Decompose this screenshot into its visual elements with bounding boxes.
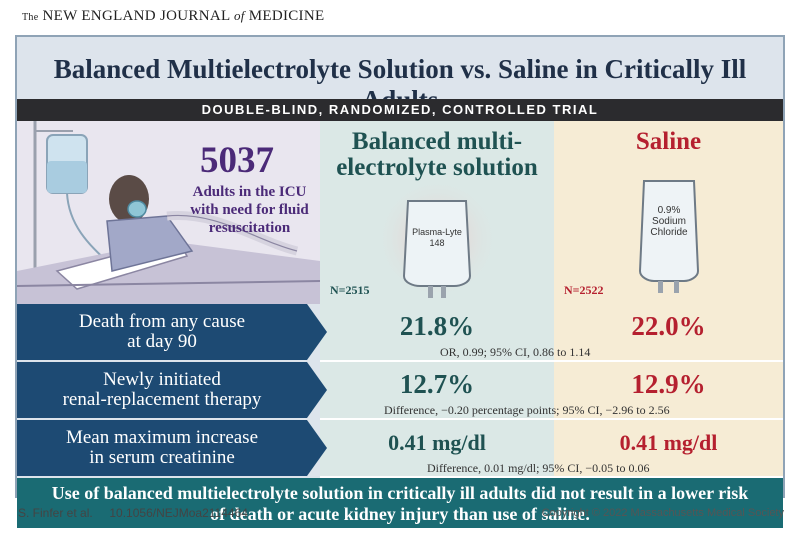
balanced-value: 21.8% [399, 311, 475, 341]
saline-value: 12.9% [631, 369, 706, 399]
saline-cell [554, 304, 783, 360]
conclusion-banner: Use of balanced multielectrolyte solutio… [17, 478, 783, 528]
balanced-bag-line2: 148 [429, 238, 445, 248]
balanced-cell [320, 420, 554, 476]
saline-bag-line1: 0.9% [657, 205, 681, 216]
row-divider [320, 418, 783, 420]
patient-illustration [17, 121, 320, 304]
outcome-row: Death from any cause at day 90 21.8% 22.… [17, 304, 783, 362]
saline-group-title: Saline [635, 128, 702, 155]
balanced-title-line2: electrolyte solution [336, 154, 538, 181]
saline-cell [554, 362, 783, 418]
journal-name-part1: NEW ENGLAND JOURNAL [42, 8, 230, 24]
balanced-group-title: Balanced multi- electrolyte solution [320, 129, 554, 181]
title-bar: Balanced Multielectrolyte Solution vs. S… [17, 37, 783, 115]
balanced-cell [320, 362, 554, 418]
journal-of: of [233, 8, 245, 23]
outcome-row: Mean maximum increase in serum creatinin… [17, 420, 783, 478]
outcome-label-text: Newly initiated renal-replacement therap… [17, 370, 307, 410]
copyright: Copyright © 2022 Massachusetts Medical S… [541, 507, 784, 519]
saline-bag-line3: Chloride [650, 227, 688, 238]
saline-cell [554, 420, 783, 476]
journal-the: The [22, 12, 39, 23]
population-description: Adults in the ICU with need for fluid re… [190, 184, 309, 236]
journal-name-part2: MEDICINE [248, 8, 325, 24]
patient-illustration-panel: 5037 Adults in the ICU with need for flu… [17, 121, 320, 304]
outcome-label-line1: Death from any cause [78, 311, 246, 332]
balanced-bag-line1: Plasma-Lyte [412, 227, 462, 237]
conclusion-text: Use of balanced multielectrolyte solutio… [51, 483, 749, 524]
outcome-label-text: Mean maximum increase in serum creatinin… [17, 428, 307, 468]
effect-estimate: OR, 0.99; 95% CI, 0.86 to 1.14 [440, 345, 591, 359]
outcome-label-line2: renal-replacement therapy [62, 389, 262, 410]
saline-group-panel: Saline 0.9% Sodium Chloride N=2522 [554, 121, 783, 304]
row-divider [320, 476, 783, 478]
saline-value: 0.41 mg/dl [619, 430, 718, 455]
balanced-iv-bag-icon [375, 177, 499, 301]
saline-value: 22.0% [631, 311, 706, 341]
journal-masthead: The NEW ENGLAND JOURNAL of MEDICINE [22, 8, 324, 25]
balanced-title-line1: Balanced multi- [351, 128, 523, 155]
outcome-label-text: Death from any cause at day 90 [17, 312, 307, 352]
row-divider [320, 360, 783, 362]
outcome-label: Newly initiated renal-replacement therap… [17, 362, 327, 418]
trial-type: DOUBLE-BLIND, RANDOMIZED, CONTROLLED TRI… [201, 102, 599, 117]
balanced-value: 0.41 mg/dl [388, 430, 486, 455]
effect-estimate: Difference, 0.01 mg/dl; 95% CI, −0.05 to… [427, 461, 650, 475]
balanced-n: N=2515 [330, 283, 370, 297]
balanced-cell [320, 304, 554, 360]
enrollment-count: 5037 [200, 140, 274, 181]
trial-type-bar: DOUBLE-BLIND, RANDOMIZED, CONTROLLED TRI… [17, 99, 783, 121]
saline-n: N=2522 [564, 283, 604, 297]
effect-estimate: Difference, −0.20 percentage points; 95%… [384, 403, 670, 417]
citation: S. Finfer et al. 10.1056/NEJMoa2114464 [18, 506, 248, 520]
saline-bag-label: 0.9% Sodium Chloride [639, 205, 699, 238]
saline-bag-line2: Sodium [652, 216, 686, 227]
outcome-row: Newly initiated renal-replacement therap… [17, 362, 783, 420]
doi-link[interactable]: 10.1056/NEJMoa2114464 [109, 506, 248, 520]
outcome-label: Death from any cause at day 90 [17, 304, 327, 360]
outcome-label-line1: Newly initiated [103, 369, 221, 390]
outcome-label: Mean maximum increase in serum creatinin… [17, 420, 327, 476]
balanced-bag-label: Plasma-Lyte 148 [407, 227, 467, 249]
saline-iv-bag-icon [638, 180, 700, 293]
visual-abstract: Balanced Multielectrolyte Solution vs. S… [15, 35, 785, 528]
outcome-label-line2: at day 90 [127, 331, 197, 352]
outcome-label-line1: Mean maximum increase [65, 427, 259, 448]
outcome-label-line2: in serum creatinine [89, 447, 235, 468]
balanced-group-panel: Balanced multi- electrolyte solution Pla… [320, 121, 554, 304]
balanced-value: 12.7% [399, 369, 475, 399]
authors: S. Finfer et al. [18, 506, 93, 520]
